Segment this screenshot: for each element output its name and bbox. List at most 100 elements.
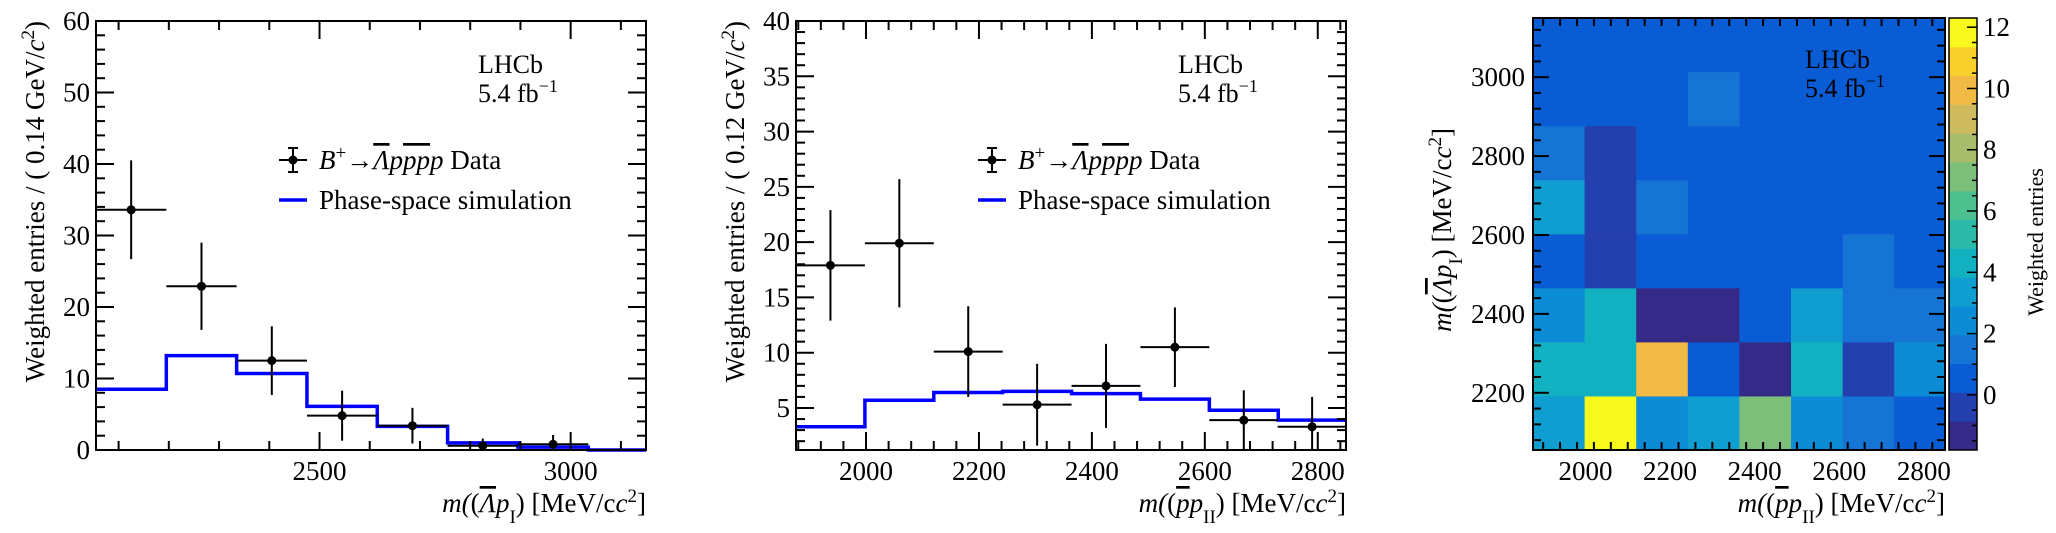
histogram-panel-2: 2000 2200 2400 2600 2800 5 10 15 20 25 30 35 40 m((pp… [718,6,1347,528]
data-point-marker [407,421,417,431]
x-tick-label: 2800 [1897,456,1951,486]
data-point-marker [963,347,973,357]
y-tick-label: 20 [763,227,790,257]
heatmap-cell [1584,71,1637,127]
heatmap-cell [1791,395,1844,451]
y-tick-label: 2600 [1471,220,1525,250]
heatmap-cell [1584,125,1637,181]
y-tick-label: 40 [763,6,790,36]
legend: B+→Λpppp Data Phase-space simulation [978,143,1271,215]
heatmap-cell [1739,341,1792,397]
simulation-step-line [796,389,1346,429]
luminosity-label: 5.4 fb−1 [478,76,558,108]
lhcb-label: LHCb [1805,45,1870,74]
y-tick-label: 20 [63,292,90,322]
heatmap-cell [1791,18,1844,73]
y-axis-label: m((ΛpI) [MeV/cc2] [1425,128,1467,332]
colorbar-segment [1949,306,1977,336]
data-point-marker [478,441,488,451]
heatmap-cell [1687,125,1740,181]
y-tick-label: 2800 [1471,141,1525,171]
heatmap-cell [1791,341,1844,397]
heatmap-cell [1791,125,1844,181]
histogram-panel-1: 2500 3000 0 10 20 30 40 50 60 m((ΛpI) [MeV/cc2] We… [18,6,647,528]
heatmap-cell [1584,233,1637,289]
heatmap-cell [1687,18,1740,73]
y-axis-label: Weighted entries / ( 0.12 GeV/c2) [718,21,751,382]
colorbar-segment [1949,248,1977,278]
lhcb-label: LHCb [478,50,543,79]
heatmap-panel: 2000 2200 2400 2600 2800 2200 2400 2600 2800 3000… [1425,17,1951,528]
heatmap-cell [1894,395,1946,451]
heatmap-cell [1739,71,1792,127]
data-point [96,160,167,260]
data-point-marker [894,238,904,248]
heatmap-cell [1533,287,1586,343]
heatmap-cell [1894,287,1946,343]
heatmap-cell [1533,125,1586,181]
y-tick-label: 0 [77,435,91,465]
heatmap-cell [1636,287,1689,343]
heatmap-cell [1584,341,1637,397]
colorbar-segment [1949,363,1977,393]
plot-frame [795,20,1347,451]
heatmap-cell [1533,395,1586,451]
y-tick-label: 2200 [1471,378,1525,408]
heatmap-cell [1791,233,1844,289]
heatmap-cell [1894,125,1946,181]
legend: B+→Λpppp Data Phase-space simulation [279,143,572,215]
colorbar-segment [1949,392,1977,422]
heatmap-cell [1636,71,1689,127]
data-point-marker [548,439,558,449]
y-tick-label: 30 [763,117,790,147]
heatmap-cell [1739,179,1792,235]
heatmap-cell [1636,179,1689,235]
heatmap-cell [1842,125,1895,181]
x-tick-label: 2400 [1065,456,1119,486]
heatmap-cell [1687,233,1740,289]
heatmap-cell [1842,395,1895,451]
data-point [447,438,518,451]
heatmap-cell [1739,125,1792,181]
x-tick-label: 2200 [952,456,1006,486]
heatmap-cell [1842,233,1895,289]
luminosity-label: 5.4 fb−1 [1178,76,1258,108]
x-tick-label: 2200 [1643,456,1697,486]
data-point [166,242,237,330]
legend-data-marker [288,155,298,165]
heatmap-cell [1636,395,1689,451]
heatmap-cell [1842,18,1895,73]
data-point [796,210,865,321]
heatmap-cell [1533,18,1586,73]
heatmap-cell [1584,287,1637,343]
y-tick-label: 10 [763,338,790,368]
colorbar-segment [1949,133,1977,163]
heatmap-cell [1636,18,1689,73]
colorbar-tick-label: 4 [1983,257,1997,287]
data-point-marker [1307,422,1317,432]
heatmap-cell [1584,395,1637,451]
heatmap-cell [1584,18,1637,73]
y-tick-label: 40 [63,149,90,179]
luminosity-label: 5.4 fb−1 [1805,71,1885,103]
heatmap-cell [1842,179,1895,235]
data-point-marker [1239,415,1249,425]
data-point [933,306,1003,397]
legend-sim-label: Phase-space simulation [1018,185,1271,215]
heatmap-cell [1687,341,1740,397]
heatmap-cell [1636,125,1689,181]
heatmap-cell [1739,395,1792,451]
plot-frame [95,20,647,451]
heatmap-cell [1842,287,1895,343]
colorbar-segment [1949,46,1977,77]
y-tick-label: 30 [63,221,90,251]
data-point [1277,396,1346,450]
heatmap-cell [1842,71,1895,127]
colorbar-tick-label: 8 [1983,135,1997,165]
colorbar-tick-label: 10 [1983,73,2010,103]
y-tick-label: 15 [763,282,790,312]
data-point-marker [126,205,136,215]
heatmap-cell [1842,341,1895,397]
y-tick-label: 2400 [1471,299,1525,329]
data-point-marker [196,281,206,291]
